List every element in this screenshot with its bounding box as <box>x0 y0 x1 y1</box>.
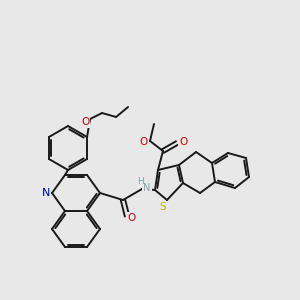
Text: N: N <box>42 188 50 198</box>
Text: O: O <box>140 137 148 147</box>
Text: S: S <box>160 202 166 212</box>
Text: O: O <box>179 137 187 147</box>
Text: O: O <box>81 117 89 127</box>
Text: H: H <box>136 176 143 185</box>
Text: O: O <box>128 213 136 223</box>
Text: N: N <box>143 183 151 193</box>
